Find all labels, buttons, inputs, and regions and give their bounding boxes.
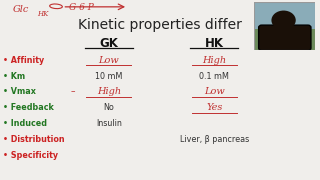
Text: G 6 P: G 6 P [69, 3, 93, 12]
Text: HK: HK [205, 37, 224, 50]
Text: • Vmax: • Vmax [3, 87, 36, 96]
Text: Yes: Yes [206, 103, 223, 112]
Bar [254, 28, 315, 50]
Text: GK: GK [100, 37, 118, 50]
Text: • Feedback: • Feedback [3, 103, 54, 112]
Text: • Affinity: • Affinity [3, 56, 44, 65]
Text: Insulin: Insulin [96, 119, 122, 128]
Text: –: – [70, 87, 75, 96]
Text: Low: Low [204, 87, 225, 96]
Text: Kinetic properties differ: Kinetic properties differ [78, 18, 242, 32]
Text: Liver, β pancreas: Liver, β pancreas [180, 135, 249, 144]
Text: Glc: Glc [13, 4, 29, 14]
Text: Low: Low [99, 56, 119, 65]
Bar [254, 2, 315, 28]
Text: • Induced: • Induced [3, 119, 47, 128]
Text: No: No [103, 103, 114, 112]
Text: • Specificity: • Specificity [3, 151, 58, 160]
Text: 0.1 mM: 0.1 mM [199, 72, 229, 81]
Text: • Distribution: • Distribution [3, 135, 65, 144]
Text: HK: HK [37, 10, 48, 18]
FancyBboxPatch shape [259, 25, 311, 50]
Circle shape [271, 11, 296, 30]
Text: High: High [97, 87, 121, 96]
Text: High: High [202, 56, 227, 65]
Text: 10 mM: 10 mM [95, 72, 123, 81]
Text: • Km: • Km [3, 72, 25, 81]
